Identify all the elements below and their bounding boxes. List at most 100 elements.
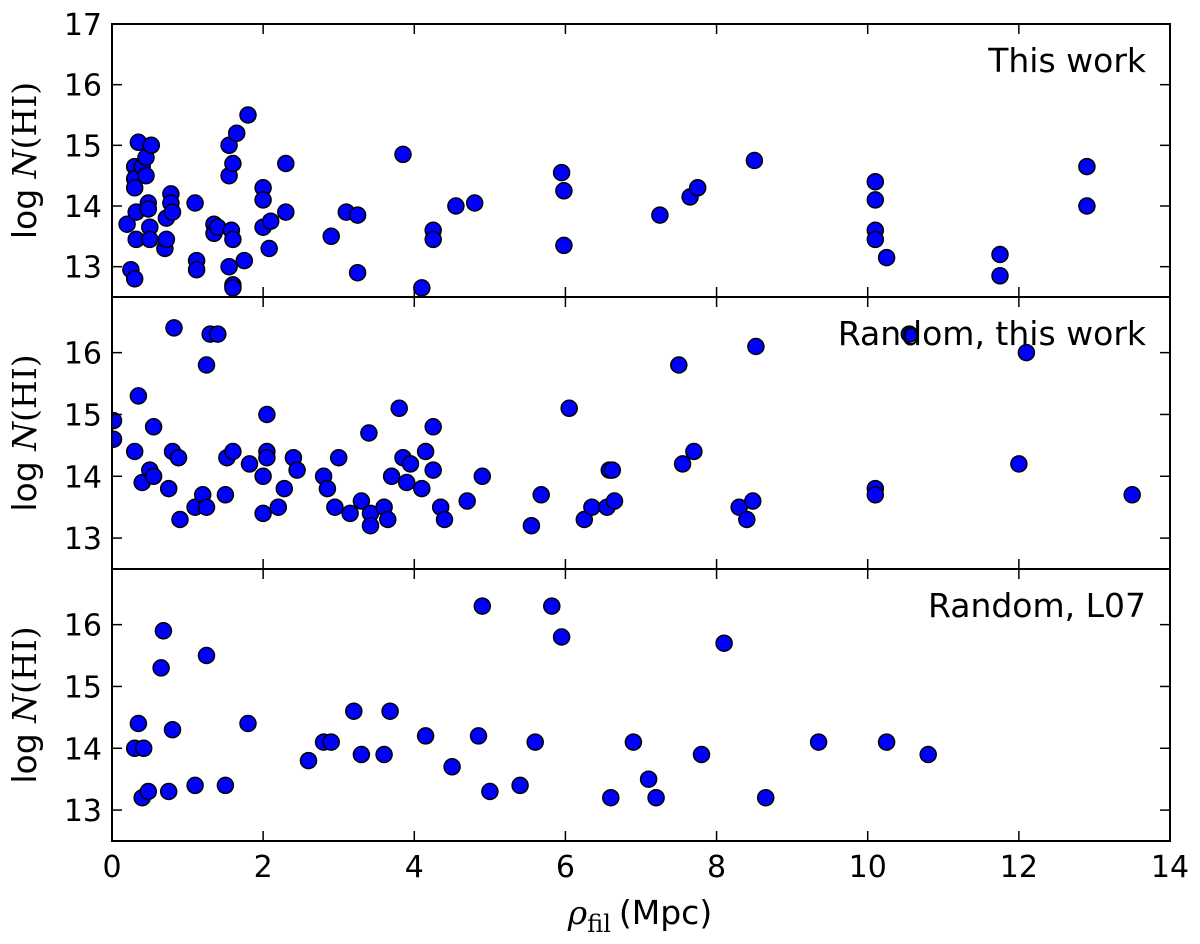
data-point — [348, 206, 367, 224]
y-axis-title: log N(HI) — [5, 354, 44, 511]
data-point — [991, 267, 1009, 285]
y-tick-label: 16 — [64, 337, 102, 372]
data-point — [1123, 486, 1141, 504]
x-tick-label: 10 — [849, 850, 887, 885]
data-point — [424, 230, 442, 249]
data-point — [240, 455, 259, 473]
data-point — [511, 776, 529, 795]
data-point — [670, 356, 688, 374]
data-point — [624, 733, 643, 751]
data-point — [224, 230, 242, 249]
data-point — [361, 516, 380, 535]
x-tick-label: 14 — [1151, 850, 1189, 885]
data-point — [239, 714, 257, 733]
data-point — [424, 461, 442, 479]
panel-3-points — [125, 597, 937, 807]
data-point — [552, 628, 571, 646]
data-point — [157, 230, 176, 249]
data-point — [532, 486, 550, 504]
data-point — [745, 151, 764, 170]
data-point — [1078, 157, 1096, 176]
data-point — [235, 251, 254, 270]
y-tick-label: 17 — [64, 8, 102, 43]
y-tick-label: 15 — [64, 670, 102, 705]
data-point — [866, 172, 885, 191]
data-point — [322, 227, 340, 246]
data-point — [603, 461, 622, 479]
x-axis-title: ρfil (Mpc) — [567, 893, 712, 938]
data-point — [866, 230, 885, 249]
data-point — [747, 337, 765, 356]
data-point — [299, 751, 318, 770]
data-point — [401, 455, 420, 473]
data-point — [481, 782, 499, 801]
data-point — [275, 479, 294, 498]
data-point — [269, 498, 288, 516]
data-point — [239, 106, 257, 124]
x-tick-label: 4 — [405, 850, 424, 885]
x-tick-label: 6 — [556, 850, 575, 885]
y-tick-label: 13 — [64, 794, 102, 829]
data-point — [141, 230, 159, 249]
data-point — [329, 448, 348, 467]
data-point — [877, 733, 896, 751]
data-point — [447, 197, 465, 215]
y-axis-title: log N(HI) — [5, 626, 44, 783]
data-point — [738, 510, 756, 529]
data-point — [379, 510, 397, 529]
data-point — [552, 163, 571, 182]
y-tick-label: 16 — [64, 69, 102, 104]
data-point — [543, 597, 561, 615]
data-point — [900, 325, 919, 343]
y-tick-label: 16 — [64, 609, 102, 644]
panel-3-frame — [111, 568, 1171, 842]
data-point — [866, 486, 885, 504]
data-point — [555, 182, 573, 200]
data-point — [254, 191, 272, 209]
data-point — [375, 745, 393, 764]
data-point — [125, 270, 144, 288]
data-point — [163, 720, 182, 739]
data-point — [688, 179, 707, 197]
data-point — [744, 492, 762, 510]
data-point — [197, 356, 216, 374]
data-point — [583, 498, 601, 516]
y-tick-label: 14 — [64, 732, 102, 767]
data-point — [919, 745, 937, 764]
data-point — [197, 498, 216, 516]
x-tick-label: 12 — [1000, 850, 1038, 885]
data-point — [416, 442, 435, 461]
data-point — [159, 479, 178, 498]
data-point — [560, 399, 578, 418]
data-point — [209, 325, 227, 343]
data-point — [142, 136, 161, 155]
data-point — [381, 702, 399, 720]
data-point — [465, 194, 484, 212]
data-point — [197, 646, 216, 665]
data-point — [1010, 455, 1028, 473]
data-point — [469, 727, 488, 745]
data-point — [112, 430, 123, 448]
data-point — [866, 191, 885, 209]
data-point — [220, 257, 238, 276]
data-point — [473, 597, 492, 615]
data-point — [651, 206, 669, 224]
data-point — [435, 510, 454, 529]
data-point — [186, 194, 204, 212]
data-point — [647, 788, 665, 807]
panel-3-label: Random, L07 — [928, 586, 1146, 625]
data-point — [112, 411, 123, 430]
data-point — [352, 492, 371, 510]
y-tick-label: 15 — [64, 129, 102, 164]
data-point — [673, 455, 692, 473]
data-point — [134, 739, 153, 758]
data-point — [526, 733, 544, 751]
data-point — [154, 622, 173, 640]
x-tick-label: 0 — [102, 850, 121, 885]
panel-3: 13 14 15 16 Random, L07 log N(HI) — [5, 568, 1171, 842]
data-point — [326, 498, 344, 516]
data-point — [227, 124, 246, 142]
data-point — [254, 504, 272, 523]
data-point — [413, 479, 431, 498]
data-point — [416, 727, 435, 745]
